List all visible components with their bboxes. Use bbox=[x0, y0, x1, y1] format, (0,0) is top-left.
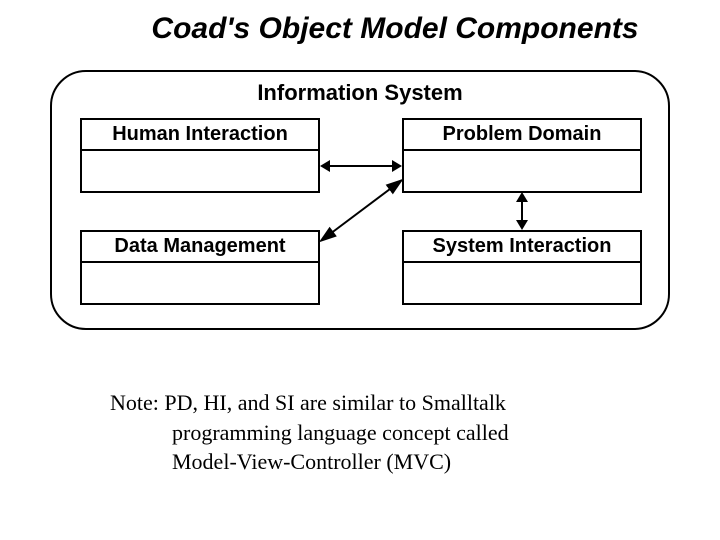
note-line-3: Model-View-Controller (MVC) bbox=[110, 447, 630, 477]
box-label: Human Interaction bbox=[82, 120, 318, 151]
box-problem-domain: Problem Domain bbox=[402, 118, 642, 193]
box-label: System Interaction bbox=[404, 232, 640, 263]
info-system-container: Information System Human Interaction Pro… bbox=[50, 70, 670, 330]
arrow-head-left-icon bbox=[320, 160, 330, 172]
note-line-2: programming language concept called bbox=[110, 418, 630, 448]
note-line-1: Note: PD, HI, and SI are similar to Smal… bbox=[110, 390, 506, 415]
box-body bbox=[404, 263, 640, 303]
box-label: Problem Domain bbox=[404, 120, 640, 151]
box-body bbox=[82, 263, 318, 303]
box-body bbox=[82, 151, 318, 191]
note-text: Note: PD, HI, and SI are similar to Smal… bbox=[110, 388, 630, 477]
box-data-management: Data Management bbox=[80, 230, 320, 305]
container-label: Information System bbox=[52, 80, 668, 106]
box-body bbox=[404, 151, 640, 191]
arrow-head-down-icon bbox=[516, 220, 528, 230]
box-label: Data Management bbox=[82, 232, 318, 263]
page-title: Coad's Object Model Components bbox=[0, 12, 720, 46]
box-system-interaction: System Interaction bbox=[402, 230, 642, 305]
box-human-interaction: Human Interaction bbox=[80, 118, 320, 193]
arrow-pd-si bbox=[521, 200, 523, 222]
arrow-head-right-icon bbox=[392, 160, 402, 172]
arrow-hi-pd bbox=[328, 165, 394, 167]
arrow-head-up-icon bbox=[516, 192, 528, 202]
